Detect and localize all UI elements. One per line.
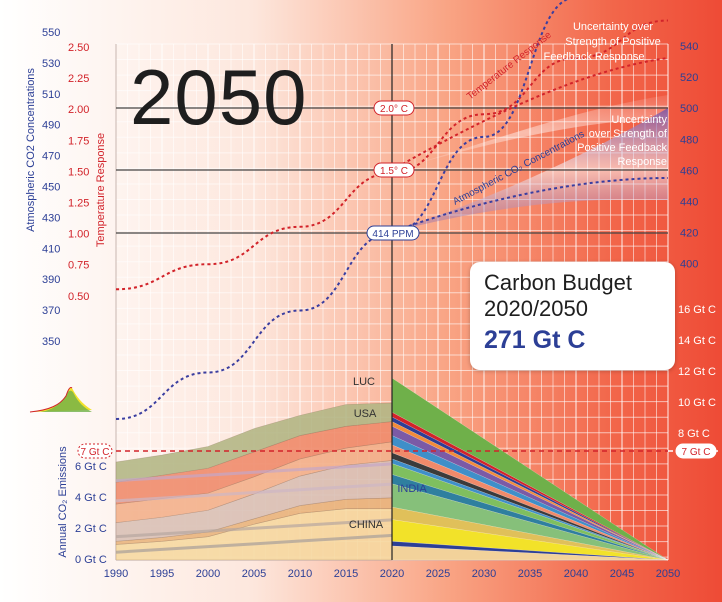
co2-right-tick: 440 <box>680 197 698 209</box>
x-tick: 1990 <box>104 568 128 580</box>
headline-year: 2050 <box>130 53 308 141</box>
budget-title-line1: Carbon Budget <box>484 270 632 295</box>
emissions-left-tick: 0 Gt C <box>75 554 107 566</box>
temp-tick: 2.50 <box>68 42 89 54</box>
unc-co2-line1: Uncertainty <box>611 114 667 126</box>
budget-title-line2: 2020/2050 <box>484 296 588 321</box>
uncertainty-co2-label: Uncertainty over Strength of Positive Fe… <box>577 114 668 168</box>
co2-axis-title: Atmospheric CO2 Concentrations <box>25 68 37 232</box>
co2-right-tick: 520 <box>680 72 698 84</box>
area-band-0 <box>115 533 393 554</box>
co2-right-tick: 480 <box>680 134 698 146</box>
x-tick: 2015 <box>334 568 358 580</box>
x-tick: 2020 <box>380 568 404 580</box>
uncertainty-band-temperature <box>392 95 668 170</box>
temp-lower-curve <box>391 57 669 171</box>
mini-emissions-icon <box>29 387 92 413</box>
x-tick: 2040 <box>564 568 588 580</box>
area-band-1 <box>115 518 393 539</box>
temperature-curve <box>115 19 669 291</box>
temp-tick: 1.00 <box>68 229 89 241</box>
luc-label: LUC <box>353 376 375 388</box>
future-emission-wedge <box>391 377 669 561</box>
unc-temp-line3: Feedback Response <box>544 51 645 63</box>
unc-temp-line2: Strength of Positive <box>565 36 660 48</box>
co2-right-tick: 460 <box>680 165 698 177</box>
tick-labels: 550 530 510 490 470 450 430 410 390 370 350 2.50 2.2… <box>42 27 716 580</box>
temp-tick: 1.50 <box>68 166 89 178</box>
co2-left-tick: 490 <box>42 120 60 132</box>
x-tick: 2010 <box>288 568 312 580</box>
x-tick: 1995 <box>150 568 174 580</box>
temp-2deg-label: 2.0° C <box>380 104 408 115</box>
temp-2deg-badge: 2.0° C <box>373 100 415 116</box>
temp-tick: 0.75 <box>68 260 89 272</box>
temp-tick: 2.25 <box>68 73 89 85</box>
area-band-2 <box>115 482 393 503</box>
ppm-badge: 414 PPM <box>366 225 420 241</box>
x-tick: 2045 <box>610 568 634 580</box>
co2-left-tick: 390 <box>42 274 60 286</box>
budget-value: 271 Gt C <box>484 326 586 354</box>
uncertainty-temp-label: Uncertainty over Strength of Positive Fe… <box>544 21 661 63</box>
emissions-right-tick: 14 Gt C <box>678 335 716 347</box>
usa-label: USA <box>354 408 377 420</box>
unc-temp-line1: Uncertainty over <box>573 21 653 33</box>
emissions-axis-title: Annual CO₂ Emissions <box>57 446 69 558</box>
co2-left-tick: 370 <box>42 305 60 317</box>
temp-tick: 0.50 <box>68 291 89 303</box>
co2-left-tick: 550 <box>42 27 60 39</box>
emissions-left-tick: 4 Gt C <box>75 492 107 504</box>
co2-left-tick: 450 <box>42 182 60 194</box>
ppm-label: 414 PPM <box>372 229 413 240</box>
temp-tick: 1.75 <box>68 135 89 147</box>
india-label: INDIA <box>397 483 427 495</box>
co2-right-tick: 500 <box>680 103 698 115</box>
carbon-budget-box: Carbon Budget 2020/2050 271 Gt C <box>470 262 675 370</box>
temp-15deg-badge: 1.5° C <box>373 162 415 178</box>
emissions-right-tick: 16 Gt C <box>678 304 716 316</box>
co2-left-tick: 510 <box>42 89 60 101</box>
seven-gt-left-badge: 7 Gt C <box>77 443 113 459</box>
emissions-right-tick: 10 Gt C <box>678 397 716 409</box>
x-tick: 2000 <box>196 568 220 580</box>
unc-co2-line3: Positive Feedback <box>577 142 667 154</box>
emissions-right-tick: 12 Gt C <box>678 366 716 378</box>
seven-gt-right-label: 7 Gt C <box>682 447 711 458</box>
emissions-right-tick: 8 Gt C <box>678 428 710 440</box>
temp-15deg-label: 1.5° C <box>380 166 408 177</box>
emissions-left-tick: 6 Gt C <box>75 461 107 473</box>
temperature-axis-title: Temperature Response <box>95 133 107 247</box>
x-tick: 2005 <box>242 568 266 580</box>
co2-right-tick: 400 <box>680 259 698 271</box>
area-band-3 <box>115 462 393 483</box>
budget-title: Carbon Budget 2020/2050 <box>484 270 632 322</box>
china-label: CHINA <box>349 519 384 531</box>
unc-co2-line2: over Strength of <box>589 128 668 140</box>
co2-left-tick: 470 <box>42 151 60 163</box>
x-tick: 2030 <box>472 568 496 580</box>
x-tick: 2050 <box>656 568 680 580</box>
temp-tick: 2.00 <box>68 104 89 116</box>
co2-right-tick: 540 <box>680 41 698 53</box>
emissions-left-tick: 2 Gt C <box>75 523 107 535</box>
co2-left-tick: 350 <box>42 336 60 348</box>
co2-lower-curve <box>391 177 669 233</box>
historical-emission-areas <box>115 402 393 561</box>
seven-gt-right-badge: 7 Gt C <box>675 443 717 459</box>
co2-left-tick: 410 <box>42 243 60 255</box>
unc-co2-line4: Response <box>617 156 667 168</box>
x-tick: 2035 <box>518 568 542 580</box>
co2-right-tick: 420 <box>680 228 698 240</box>
seven-gt-left-label: 7 Gt C <box>81 447 110 458</box>
temp-tick: 1.25 <box>68 198 89 210</box>
co2-left-tick: 430 <box>42 212 60 224</box>
x-tick: 2025 <box>426 568 450 580</box>
co2-left-tick: 530 <box>42 58 60 70</box>
